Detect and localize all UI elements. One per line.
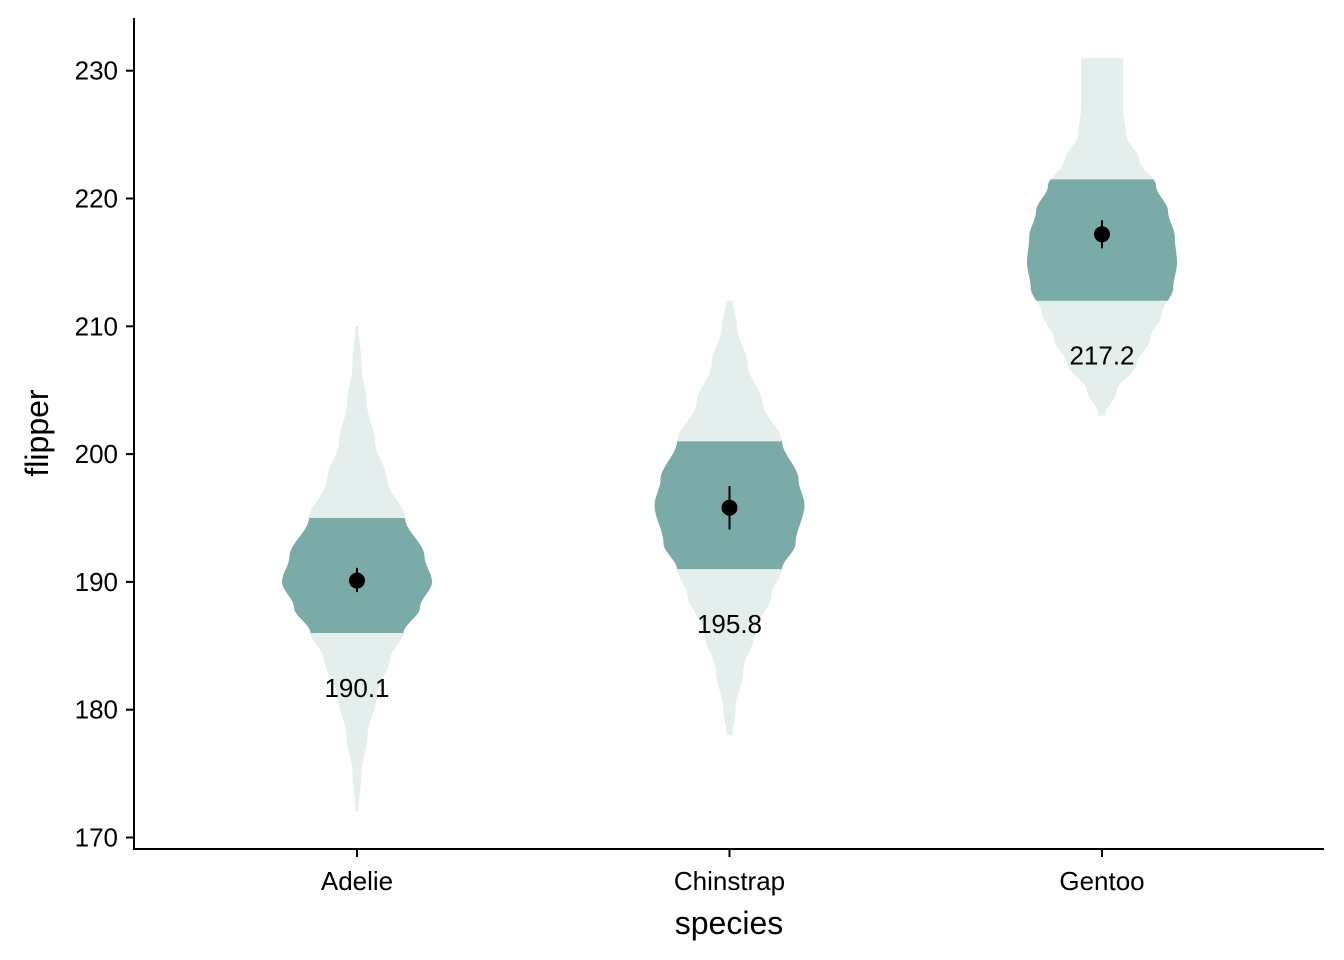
x-tick-label: Gentoo [1059,866,1144,896]
y-tick-label: 230 [75,56,118,86]
mean-value-label: 195.8 [697,609,762,639]
y-tick-label: 170 [75,823,118,853]
y-tick-label: 190 [75,567,118,597]
mean-value-label: 190.1 [324,673,389,703]
x-ticks: Adelie Chinstrap Gentoo [321,849,1145,896]
y-tick-label: 200 [75,439,118,469]
violin-adelie: 190.1 [282,326,432,812]
x-tick-label: Chinstrap [674,866,785,896]
y-tick-label: 220 [75,184,118,214]
mean-point [1094,226,1110,243]
violins-layer: 190.1 195.8 217.2 [282,57,1177,812]
x-tick-label: Adelie [321,866,393,896]
mean-point [349,572,365,589]
y-ticks: 170 180 190 200 210 220 230 [75,56,134,853]
y-axis-title: flipper [19,389,55,477]
mean-point [721,499,738,516]
violin-gentoo: 217.2 [1027,57,1177,416]
y-tick-label: 180 [75,695,118,725]
mean-value-label: 217.2 [1069,341,1134,371]
y-tick-label: 210 [75,311,118,341]
violin-chinstrap: 195.8 [654,300,805,736]
x-axis-title: species [675,905,784,941]
